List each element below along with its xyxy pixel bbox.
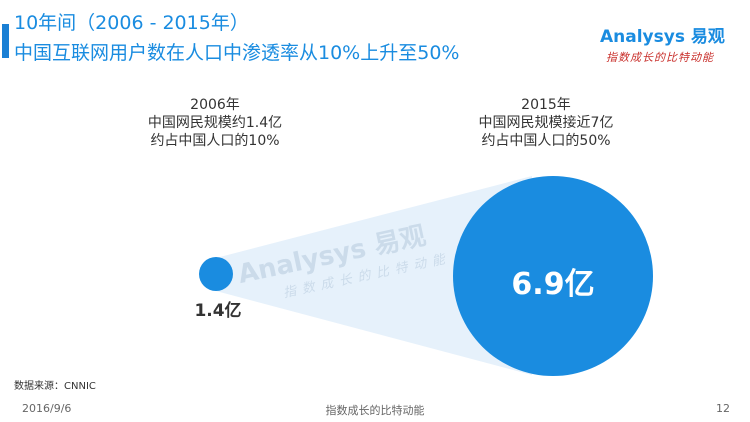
growth-cone (216, 176, 532, 375)
label-2015-share: 约占中国人口的50% (481, 133, 611, 149)
value-2015: 6.9亿 (511, 267, 595, 302)
value-2006: 1.4亿 (194, 301, 242, 321)
page-title-line1: 10年间（2006 - 2015年） (14, 12, 249, 34)
label-2006-scale: 中国网民规模约1.4亿 (147, 115, 283, 131)
circle-2006 (199, 257, 233, 291)
data-source: 数据来源：CNNIC (14, 381, 96, 392)
label-2015: 2015年 中国网民规模接近7亿 约占中国人口的50% (462, 96, 630, 150)
analysys-logo: Analysys 易观 指数成长的比特动能 (600, 22, 740, 70)
page-number: 12 (716, 402, 730, 415)
footer-tagline: 指数成长的比特动能 (325, 404, 425, 417)
label-2006: 2006年 中国网民规模约1.4亿 约占中国人口的10% (140, 96, 290, 150)
circle-2015 (453, 176, 653, 376)
logo-wordmark: Analysys 易观 (600, 27, 725, 47)
footer-date: 2016/9/6 (22, 402, 72, 415)
title-accent-bar (2, 24, 9, 58)
label-2006-year: 2006年 (190, 97, 240, 113)
label-2006-share: 约占中国人口的10% (150, 133, 280, 149)
logo-tagline: 指数成长的比特动能 (606, 51, 714, 64)
page-title-line2: 中国互联网用户数在人口中渗透率从10%上升至50% (14, 42, 460, 64)
label-2015-scale: 中国网民规模接近7亿 (478, 115, 614, 131)
label-2015-year: 2015年 (521, 97, 571, 113)
